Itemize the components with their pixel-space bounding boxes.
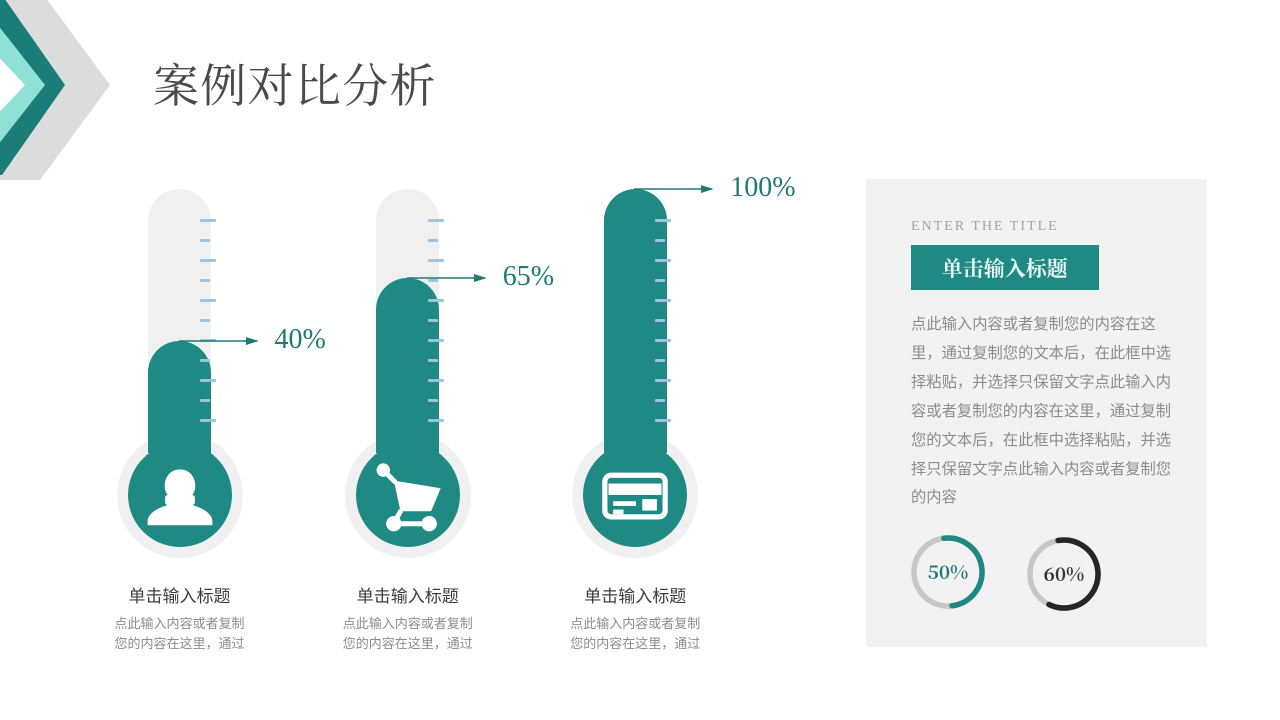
svg-text:50%: 50% bbox=[928, 558, 969, 585]
svg-text:60%: 60% bbox=[1043, 560, 1084, 587]
